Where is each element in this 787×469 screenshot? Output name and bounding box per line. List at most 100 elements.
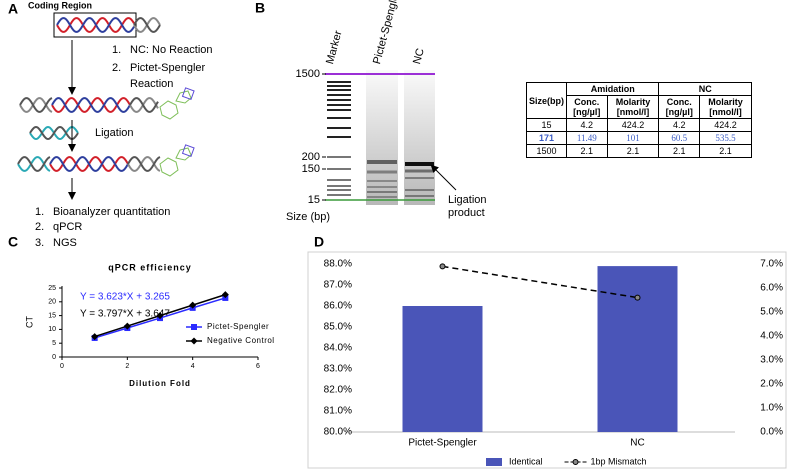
helix-strand <box>19 97 53 113</box>
gel-band <box>327 179 351 181</box>
legend-symbol <box>191 324 197 330</box>
series-line <box>442 265 638 299</box>
data-point <box>221 291 229 299</box>
gel-band <box>327 81 351 83</box>
size-label: 1500 <box>296 68 320 80</box>
table-row: 1500 2.1 2.1 2.1 2.1 <box>526 144 752 158</box>
bar <box>402 306 483 432</box>
y-tick-label: 5 <box>52 340 56 347</box>
helix-strand <box>17 156 51 172</box>
gel-band <box>405 195 434 197</box>
y2-tick-label: 3.0% <box>760 355 783 366</box>
y2-tick-label: 0.0% <box>760 427 783 438</box>
gel-band <box>405 169 434 173</box>
y-tick-label: 82.0% <box>324 385 352 396</box>
table-cell: Amidation <box>565 82 660 96</box>
y2-tick-label: 7.0% <box>760 259 783 270</box>
x-tick-label: 2 <box>125 363 129 370</box>
y2-tick-label: 5.0% <box>760 307 783 318</box>
arrow <box>430 164 457 191</box>
panel-label: A <box>8 1 18 17</box>
data-point <box>156 312 164 320</box>
x-tick-label: 4 <box>191 363 195 370</box>
helix-strand <box>49 156 129 172</box>
gel-band <box>367 191 397 193</box>
gel-band <box>405 177 434 179</box>
legend-symbol <box>190 337 198 345</box>
gel-band <box>327 109 351 111</box>
helix-strand <box>51 97 131 113</box>
gel-band <box>367 170 397 174</box>
legend-label: Pictet-Spengler <box>207 322 269 331</box>
data-point <box>91 333 99 341</box>
table-cell: NC <box>658 82 752 96</box>
y-tick-label: 87.0% <box>324 280 352 291</box>
qpcr-chart: qPCR efficiency 0 5 10 15 20 25 0 2 4 6 Dilution Fo… <box>24 262 274 388</box>
table-cell: 15 <box>526 118 567 132</box>
step-number: 2. <box>112 62 121 74</box>
size-axis-label: Size (bp) <box>286 211 330 223</box>
size-label: 150 <box>302 163 320 175</box>
helix-strand <box>29 125 79 141</box>
chart-frame <box>307 251 787 469</box>
gel-band <box>327 94 351 96</box>
table-cell: 424.2 <box>606 118 660 132</box>
table-row: 171 11.49 101 60.5 535.5 <box>526 131 752 145</box>
table-cell: Molarity [nmol/l] <box>606 95 660 119</box>
mismatch-chart: 80.0% 81.0% 82.0% 83.0% 84.0% 85.0% 86.0% 87.0%… <box>324 259 783 467</box>
table-row: 15 4.2 424.2 4.2 424.2 <box>526 118 752 132</box>
table-cell: 1500 <box>526 144 567 158</box>
gel-band <box>327 127 351 129</box>
table-cell: 101 <box>606 131 660 145</box>
gel-band <box>327 104 351 106</box>
gel-band <box>367 196 397 198</box>
gel-band <box>367 160 397 164</box>
table-cell: 171 <box>526 131 567 145</box>
legend-symbol <box>572 459 579 465</box>
y-tick-label: 88.0% <box>324 259 352 270</box>
y-tick-label: 86.0% <box>324 301 352 312</box>
molecule-icon <box>181 144 195 158</box>
table-cell: 2.1 <box>658 144 701 158</box>
gel-band <box>327 99 351 101</box>
list-text: NGS <box>53 237 77 249</box>
legend-symbol <box>486 458 502 466</box>
y-tick-label: 20 <box>48 299 56 306</box>
y-tick-label: 0 <box>52 354 56 361</box>
molecule-icon <box>181 87 195 101</box>
gel-band <box>405 189 434 191</box>
gel-band <box>327 185 351 187</box>
gel-band <box>327 89 351 91</box>
data-point <box>189 301 197 309</box>
step-text: NC: No Reaction <box>130 44 213 56</box>
panel-label: D <box>314 234 324 250</box>
equation: Y = 3.623*X + 3.265 <box>80 292 170 303</box>
table-cell: 4.2 <box>658 118 701 132</box>
legend-label: Identical <box>509 456 543 466</box>
lane-label: Pictet-Spengler <box>371 0 402 66</box>
table-cell: 2.1 <box>699 144 752 158</box>
y-tick-label: 83.0% <box>324 364 352 375</box>
molecule-icon <box>159 147 192 177</box>
x-tick-label: 0 <box>60 363 64 370</box>
y2-tick-label: 1.0% <box>760 403 783 414</box>
list-number: 3. <box>35 237 44 249</box>
size-label: 200 <box>302 151 320 163</box>
lane-label: NC <box>411 47 427 66</box>
helix-group <box>17 17 195 177</box>
table-cell: 4.2 <box>566 118 608 132</box>
table-cell: Size(bp) <box>526 82 567 119</box>
gel-band <box>327 85 351 87</box>
table-cell: Molarity [nmol/l] <box>699 95 752 119</box>
helix-strand <box>19 97 53 113</box>
table-cell: 2.1 <box>566 144 608 158</box>
list-text: Bioanalyzer quantitation <box>53 206 170 218</box>
data-point <box>634 294 641 301</box>
gel-band <box>367 186 397 188</box>
y-axis-label: CT <box>24 316 34 328</box>
helix-strand <box>127 156 161 172</box>
step-text: Pictet-Spengler <box>130 62 206 74</box>
annotation: Ligation <box>448 194 487 206</box>
gel-lane <box>366 70 398 205</box>
step-text: Reaction <box>130 78 173 90</box>
